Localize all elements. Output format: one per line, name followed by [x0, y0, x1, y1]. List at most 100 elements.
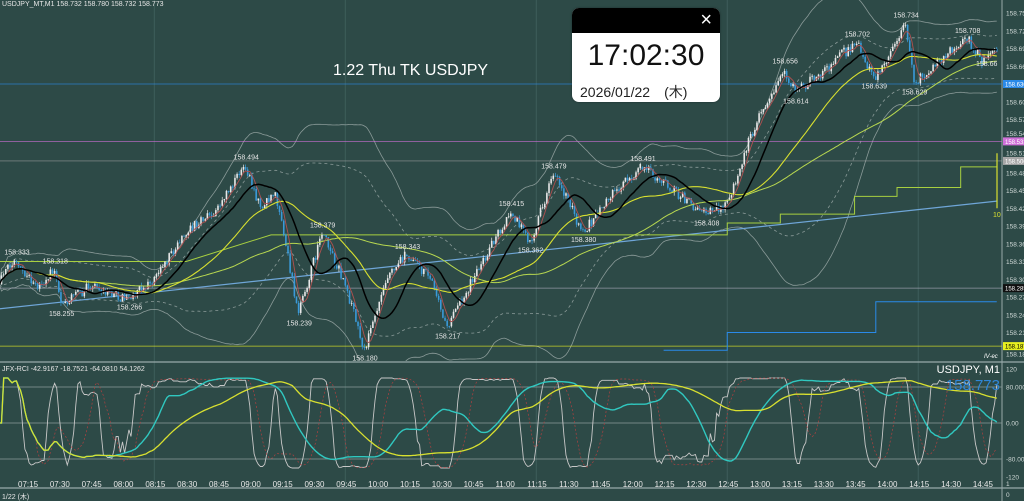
candle — [384, 280, 387, 290]
candle-body — [352, 302, 355, 310]
candle-body — [989, 53, 992, 55]
candle — [728, 194, 731, 201]
candle — [64, 298, 66, 304]
time-axis-label: 14:30 — [941, 480, 962, 489]
clock-title-bar[interactable]: × — [572, 8, 720, 33]
candle — [875, 73, 877, 81]
high-label: 158.379 — [310, 223, 335, 230]
candle — [667, 179, 669, 190]
candle — [709, 206, 712, 215]
candle-body — [864, 56, 866, 63]
candle-body — [170, 251, 173, 254]
candle — [548, 181, 550, 197]
candle — [962, 36, 964, 45]
candle — [244, 164, 247, 172]
candle-body — [291, 272, 294, 277]
candle-body — [270, 194, 272, 202]
candle-body — [310, 265, 313, 280]
candle — [885, 60, 888, 66]
candle-body — [594, 213, 597, 219]
candle-body — [923, 76, 926, 79]
candle-body — [372, 321, 374, 328]
candle — [473, 272, 476, 285]
price-axis-label: 158.240 — [1006, 312, 1024, 319]
candle-body — [715, 205, 718, 211]
rci-line-9 — [0, 377, 998, 469]
candle-body — [660, 180, 663, 183]
candle — [563, 184, 565, 200]
price-axis-label: 158.480 — [1006, 170, 1024, 177]
candle-body — [365, 347, 368, 348]
candle — [647, 164, 650, 174]
ohlc-readout: USDJPY_MT,M1 158.732 158.780 158.732 158… — [2, 1, 164, 8]
candle-body — [618, 189, 620, 192]
candle-body — [558, 176, 561, 186]
rci-axis-label: 80.0000 — [1006, 385, 1024, 392]
candle — [181, 235, 183, 245]
candle — [845, 47, 847, 59]
candle-body — [794, 83, 796, 92]
candle — [955, 45, 958, 53]
candle-body — [565, 193, 567, 196]
low-label: 158.639 — [862, 84, 887, 91]
time-axis-label: 07:45 — [82, 480, 103, 489]
candle — [849, 44, 852, 56]
candle-body — [157, 272, 160, 275]
candle-body — [89, 288, 92, 290]
candle-body — [749, 134, 752, 138]
extra-axis-label: 0 — [1006, 492, 1010, 499]
candle — [584, 228, 586, 233]
candle — [891, 43, 894, 52]
candle-body — [195, 221, 198, 228]
ma-18 — [0, 47, 997, 319]
candle-body — [599, 207, 601, 217]
candle — [490, 237, 493, 248]
candle-body — [272, 194, 274, 196]
candle-body — [930, 71, 932, 74]
candle — [210, 211, 213, 220]
candle-body — [728, 197, 731, 201]
candle — [552, 173, 555, 182]
candle — [312, 257, 315, 267]
candle-body — [117, 290, 120, 300]
candle-body — [32, 282, 35, 284]
candle — [754, 127, 756, 138]
candle-body — [766, 103, 769, 108]
candle-body — [206, 213, 209, 220]
candle — [560, 181, 563, 191]
candle — [577, 222, 580, 227]
candle-body — [696, 207, 699, 210]
candle — [887, 55, 890, 64]
candle — [183, 234, 185, 237]
close-icon[interactable]: × — [700, 9, 712, 31]
candle-body — [253, 188, 255, 190]
candle — [991, 49, 994, 55]
candle — [355, 308, 357, 323]
candle-body — [323, 234, 325, 236]
candle — [38, 282, 41, 292]
candle — [162, 264, 164, 268]
candle — [342, 277, 344, 280]
candle-body — [488, 247, 491, 257]
candle-body — [934, 64, 937, 67]
high-label: 158.702 — [845, 31, 870, 38]
candle-body — [83, 291, 86, 297]
candle-body — [524, 230, 527, 233]
candle-body — [881, 65, 883, 73]
candle — [272, 194, 274, 198]
time-axis-label: 11:15 — [527, 480, 547, 489]
candle — [357, 320, 359, 330]
candle — [111, 290, 113, 298]
candle-body — [601, 207, 603, 209]
candle-body — [785, 70, 788, 79]
time-axis-label: 14:45 — [973, 480, 994, 489]
candle — [554, 172, 557, 177]
candle-body — [684, 192, 686, 204]
price-axis-label: 158.270 — [1006, 295, 1024, 302]
candle — [429, 273, 431, 281]
candle-body — [775, 85, 777, 93]
candle-body — [894, 43, 896, 47]
candle — [454, 308, 457, 313]
candle-body — [77, 289, 79, 292]
